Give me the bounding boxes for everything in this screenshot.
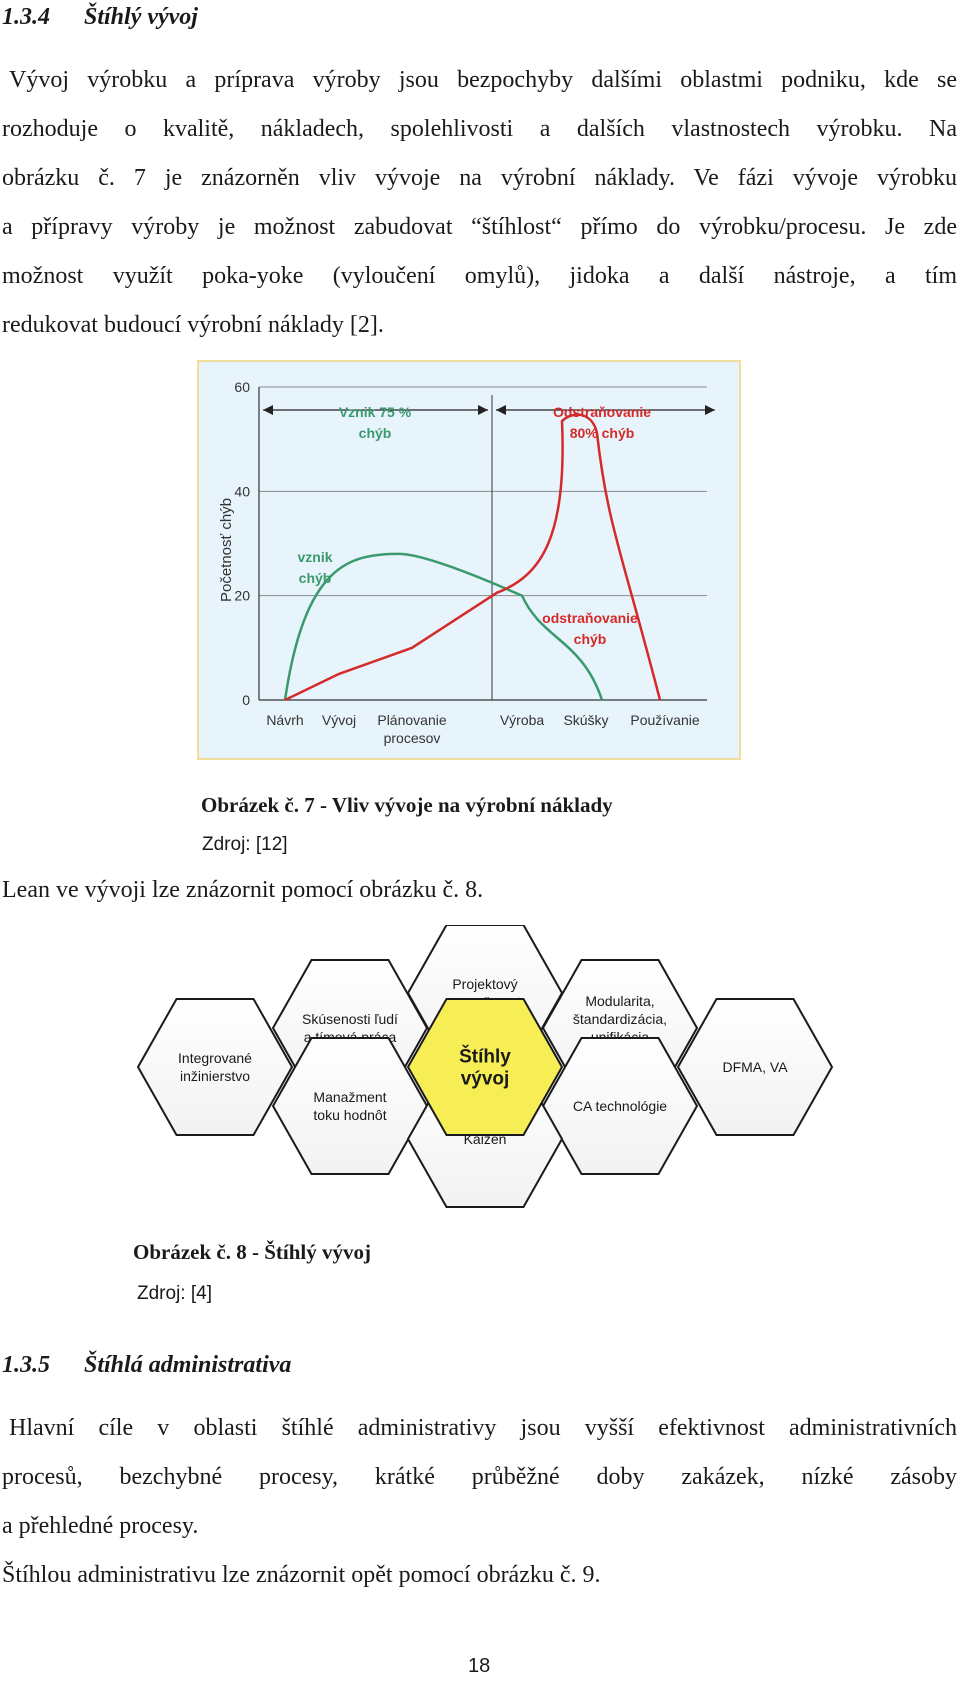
y-tick-label: 0: [242, 692, 250, 708]
hexagon-label-lower-right: CA technológie: [573, 1098, 667, 1114]
text-line: a přehledné procesy.: [2, 1513, 199, 1539]
hexagon-far-right: [676, 998, 834, 1136]
x-tick-label: Vývoj: [322, 712, 356, 728]
x-tick-label: Plánovanie procesov: [377, 712, 446, 746]
y-tick-label: 20: [234, 588, 250, 604]
text-line: a přípravy výroby je možnost zabudovat “…: [2, 214, 957, 240]
text-line: obrázku č. 7 je znázorněn vliv vývoje na…: [2, 165, 957, 191]
hexagon-lower-right: [541, 1037, 699, 1175]
figure-7-chart: 0 20 40 60 Početnosť chýb Návrh Vývoj Plánovani…: [197, 360, 741, 760]
y-tick-label: 60: [234, 379, 250, 395]
arrowhead: [263, 405, 273, 415]
arrowhead: [496, 405, 506, 415]
paragraph-admin-figure-ref: Štíhlou administrativu lze znázornit opě…: [2, 1562, 601, 1588]
chart-svg: 0 20 40 60 Početnosť chýb Návrh Vývoj Plánovani…: [197, 360, 741, 760]
section-number: 1.3.4: [2, 4, 50, 30]
paragraph-admin: Hlavní cíle v oblasti štíhlé administrat…: [2, 1404, 957, 1551]
text-line: Vývoj výrobku a príprava výroby jsou bez…: [9, 67, 957, 93]
text-line: redukovat budoucí výrobní náklady [2].: [2, 312, 384, 338]
series-label-vznik: vznik chýb: [297, 549, 332, 586]
x-tick-label: Skúšky: [563, 712, 608, 728]
arrowhead: [478, 405, 488, 415]
section-heading-1-3-4: 1.3.4 Štíhlý vývoj: [2, 4, 198, 31]
series-label-odstranovanie: odstraňovanie chýb: [542, 610, 638, 647]
hexagon-label-center: Štíhly vývoj: [459, 1046, 511, 1090]
text-line: rozhoduje o kvalitě, nákladech, spolehli…: [2, 116, 957, 142]
y-tick-label: 40: [234, 483, 250, 499]
paragraph-intro: Vývoj výrobku a príprava výroby jsou bez…: [2, 56, 957, 350]
figure-7-caption: Obrázek č. 7 - Vliv vývoje na výrobní ná…: [201, 793, 613, 817]
hexagon-label-lower-left: Manažment toku hodnôt: [313, 1089, 386, 1123]
page-number: 18: [468, 1655, 491, 1677]
x-tick-label: Návrh: [266, 712, 303, 728]
chart-background: [197, 360, 741, 760]
x-tick-label: Používanie: [630, 712, 699, 728]
figure-7-source: Zdroj: [12]: [202, 834, 288, 855]
section-heading-1-3-5: 1.3.5 Štíhlá administrativa: [2, 1352, 291, 1379]
hexagon-label-far-left: Integrované inžinierstvo: [178, 1050, 252, 1084]
x-tick-label: Výroba: [500, 712, 545, 728]
section-number: 1.3.5: [2, 1352, 50, 1378]
text-line: možnost využít poka-yoke (vyloučení omyl…: [2, 263, 957, 289]
text-line: Hlavní cíle v oblasti štíhlé administrat…: [9, 1415, 957, 1441]
bridge-text: Lean ve vývoji lze znázornit pomocí obrá…: [2, 877, 484, 903]
figure-8-source: Zdroj: [4]: [137, 1283, 212, 1304]
figure-8-diagram: Integrované inžinierstvo DFMA, VA Skúsenost…: [135, 924, 835, 1210]
arrowhead: [705, 405, 715, 415]
section-title: Štíhlý vývoj: [84, 4, 198, 30]
annotation-vznik-75: Vznik 75 % chýb: [339, 404, 412, 441]
section-title: Štíhlá administrativa: [84, 1352, 292, 1378]
series-line-vznik: [283, 552, 604, 701]
annotation-odstranovanie-80: Odstraňovanie 80% chýb: [553, 404, 651, 441]
hexagon-center: [406, 998, 564, 1136]
y-axis-label: Početnosť chýb: [218, 498, 235, 602]
hexagon-label-far-right: DFMA, VA: [722, 1059, 788, 1075]
text-line: procesů, bezchybné procesy, krátké průbě…: [2, 1464, 957, 1490]
hexagon-far-left: [136, 998, 294, 1136]
figure-8-caption: Obrázek č. 8 - Štíhlý vývoj: [133, 1240, 371, 1264]
series-line-odstranovanie: [284, 413, 662, 702]
